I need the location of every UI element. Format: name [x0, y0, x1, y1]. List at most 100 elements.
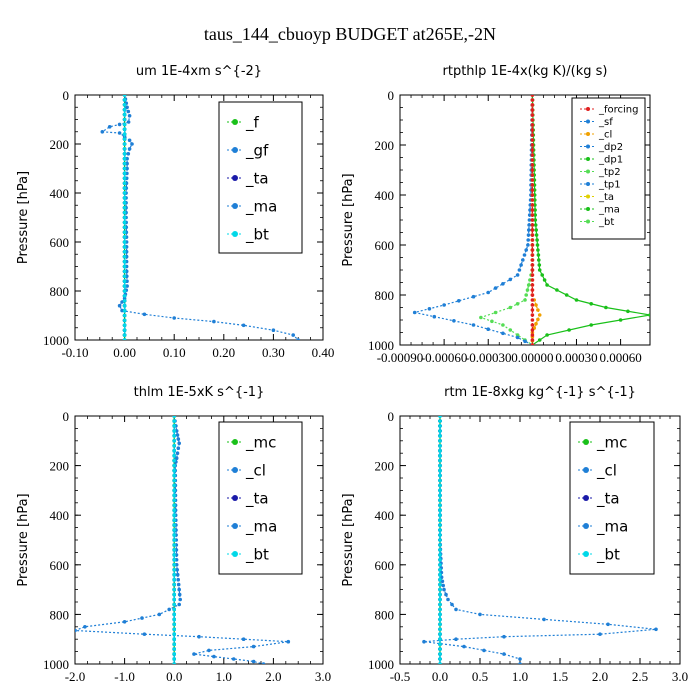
- y-axis-label: Pressure [hPa]: [341, 493, 356, 586]
- data-point: [122, 176, 127, 181]
- data-point: [604, 305, 608, 310]
- data-point: [172, 642, 176, 646]
- y-axis-label: Pressure [hPa]: [341, 173, 356, 266]
- data-point: [192, 652, 196, 656]
- data-point: [122, 196, 127, 200]
- data-point: [523, 339, 527, 344]
- data-point: [438, 662, 442, 664]
- data-point: [172, 632, 176, 636]
- legend-marker: [586, 207, 590, 211]
- data-point: [530, 98, 535, 102]
- data-point: [172, 483, 176, 488]
- data-point: [450, 602, 454, 607]
- data-point: [122, 156, 127, 161]
- data-point: [122, 264, 127, 269]
- legend-label: _tp1: [598, 180, 621, 191]
- x-tick-label: 0.00030: [555, 350, 597, 365]
- data-point: [530, 203, 535, 207]
- data-point: [251, 659, 256, 664]
- data-point: [533, 203, 537, 207]
- data-point: [172, 444, 176, 448]
- legend-marker: [583, 551, 589, 557]
- data-point: [172, 647, 176, 651]
- data-point: [490, 319, 494, 324]
- data-point: [212, 319, 216, 324]
- panel-title: rtpthlp 1E-4x(kg K)/(kg s): [443, 64, 608, 79]
- data-point: [172, 627, 176, 632]
- y-tick-label: 200: [375, 459, 395, 474]
- data-point: [493, 286, 498, 290]
- data-point: [530, 138, 535, 142]
- plot-area: [422, 416, 658, 664]
- legend-marker: [232, 231, 238, 237]
- data-point: [471, 323, 476, 327]
- data-point: [501, 282, 505, 286]
- data-point: [438, 448, 442, 453]
- data-point: [122, 254, 127, 259]
- data-point: [530, 118, 535, 122]
- data-point: [438, 444, 442, 448]
- data-point: [122, 333, 127, 337]
- data-point: [530, 128, 535, 132]
- legend-marker: [586, 219, 590, 224]
- data-point: [174, 456, 179, 461]
- data-point: [197, 634, 201, 639]
- data-point: [130, 142, 134, 146]
- y-tick-label: 200: [375, 138, 395, 153]
- data-point: [478, 612, 482, 617]
- legend-marker: [583, 467, 589, 473]
- data-point: [172, 473, 176, 478]
- data-point: [296, 338, 300, 340]
- data-point: [530, 258, 535, 262]
- data-point: [125, 284, 129, 288]
- data-point: [530, 343, 535, 345]
- data-point: [122, 220, 127, 225]
- legend-label: _ma: [596, 517, 628, 536]
- data-point: [486, 290, 491, 295]
- data-point: [438, 518, 442, 522]
- data-point: [508, 328, 513, 332]
- data-point: [462, 644, 466, 649]
- data-point: [471, 294, 476, 299]
- data-point: [438, 652, 442, 656]
- data-point: [175, 572, 180, 577]
- data-point: [438, 657, 442, 661]
- data-point: [530, 288, 535, 292]
- data-point: [452, 319, 456, 323]
- data-point: [241, 637, 246, 641]
- data-point: [117, 131, 122, 135]
- data-point: [530, 153, 535, 157]
- data-point: [530, 253, 535, 257]
- data-point: [427, 307, 432, 311]
- data-point: [438, 434, 442, 438]
- legend-label: _bt: [245, 545, 269, 564]
- data-point: [172, 617, 176, 622]
- data-point: [172, 558, 176, 562]
- data-point: [438, 602, 442, 607]
- legend-label: _bt: [598, 217, 614, 228]
- legend-label: _ta: [596, 489, 620, 508]
- data-point: [438, 627, 442, 632]
- data-point: [530, 298, 535, 302]
- data-point: [122, 269, 127, 274]
- data-point: [172, 498, 176, 503]
- data-point: [176, 437, 181, 441]
- data-point: [172, 637, 176, 641]
- data-point: [291, 333, 296, 337]
- y-tick-label: 600: [50, 558, 70, 573]
- legend-marker: [583, 495, 589, 501]
- panel-title: rtm 1E-8xkg kg^{-1} s^{-1}: [444, 385, 636, 400]
- data-point: [438, 637, 442, 641]
- x-tick-label: 2.0: [265, 669, 281, 684]
- data-point: [606, 622, 610, 627]
- data-point: [530, 248, 535, 252]
- data-point: [438, 548, 442, 552]
- data-point: [574, 298, 579, 302]
- data-point: [172, 563, 176, 567]
- legend-marker: [232, 439, 238, 445]
- y-tick-label: 600: [375, 238, 395, 253]
- data-point: [174, 429, 179, 433]
- data-point: [177, 602, 181, 607]
- data-point: [122, 117, 127, 122]
- data-point: [412, 310, 417, 315]
